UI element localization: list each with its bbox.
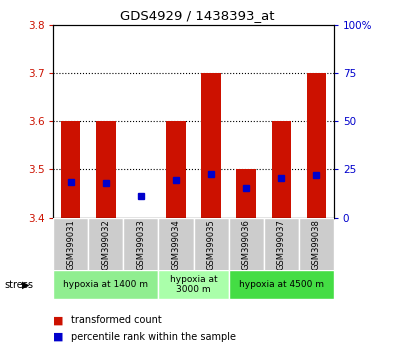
Bar <box>88 218 123 271</box>
Text: transformed count: transformed count <box>71 315 162 325</box>
Text: hypoxia at 4500 m: hypoxia at 4500 m <box>239 280 324 289</box>
Bar <box>229 218 263 271</box>
Text: GSM399033: GSM399033 <box>136 219 145 270</box>
Text: stress: stress <box>4 280 33 290</box>
Bar <box>158 270 229 299</box>
Bar <box>166 121 186 218</box>
Text: GSM399032: GSM399032 <box>102 219 111 270</box>
Bar <box>299 218 334 271</box>
Text: ■: ■ <box>53 315 64 325</box>
Bar <box>229 270 334 299</box>
Text: ■: ■ <box>53 332 64 342</box>
Text: GSM399034: GSM399034 <box>171 219 181 270</box>
Bar <box>201 73 221 218</box>
Text: hypoxia at 1400 m: hypoxia at 1400 m <box>64 280 149 289</box>
Text: GSM399031: GSM399031 <box>66 219 75 270</box>
Bar <box>237 170 256 218</box>
Text: percentile rank within the sample: percentile rank within the sample <box>71 332 236 342</box>
Text: GSM399035: GSM399035 <box>207 219 216 270</box>
Bar <box>194 218 229 271</box>
Bar <box>53 218 88 271</box>
Text: GSM399036: GSM399036 <box>242 219 251 270</box>
Text: GDS4929 / 1438393_at: GDS4929 / 1438393_at <box>120 9 275 22</box>
Text: GSM399037: GSM399037 <box>276 219 286 270</box>
Bar <box>96 121 116 218</box>
Bar <box>158 218 194 271</box>
Bar <box>123 218 158 271</box>
Bar <box>271 121 291 218</box>
Text: hypoxia at
3000 m: hypoxia at 3000 m <box>170 275 217 294</box>
Text: GSM399038: GSM399038 <box>312 219 321 270</box>
Bar <box>53 270 158 299</box>
Bar <box>264 218 299 271</box>
Bar <box>307 73 326 218</box>
Text: ▶: ▶ <box>22 280 29 290</box>
Bar <box>61 121 81 218</box>
